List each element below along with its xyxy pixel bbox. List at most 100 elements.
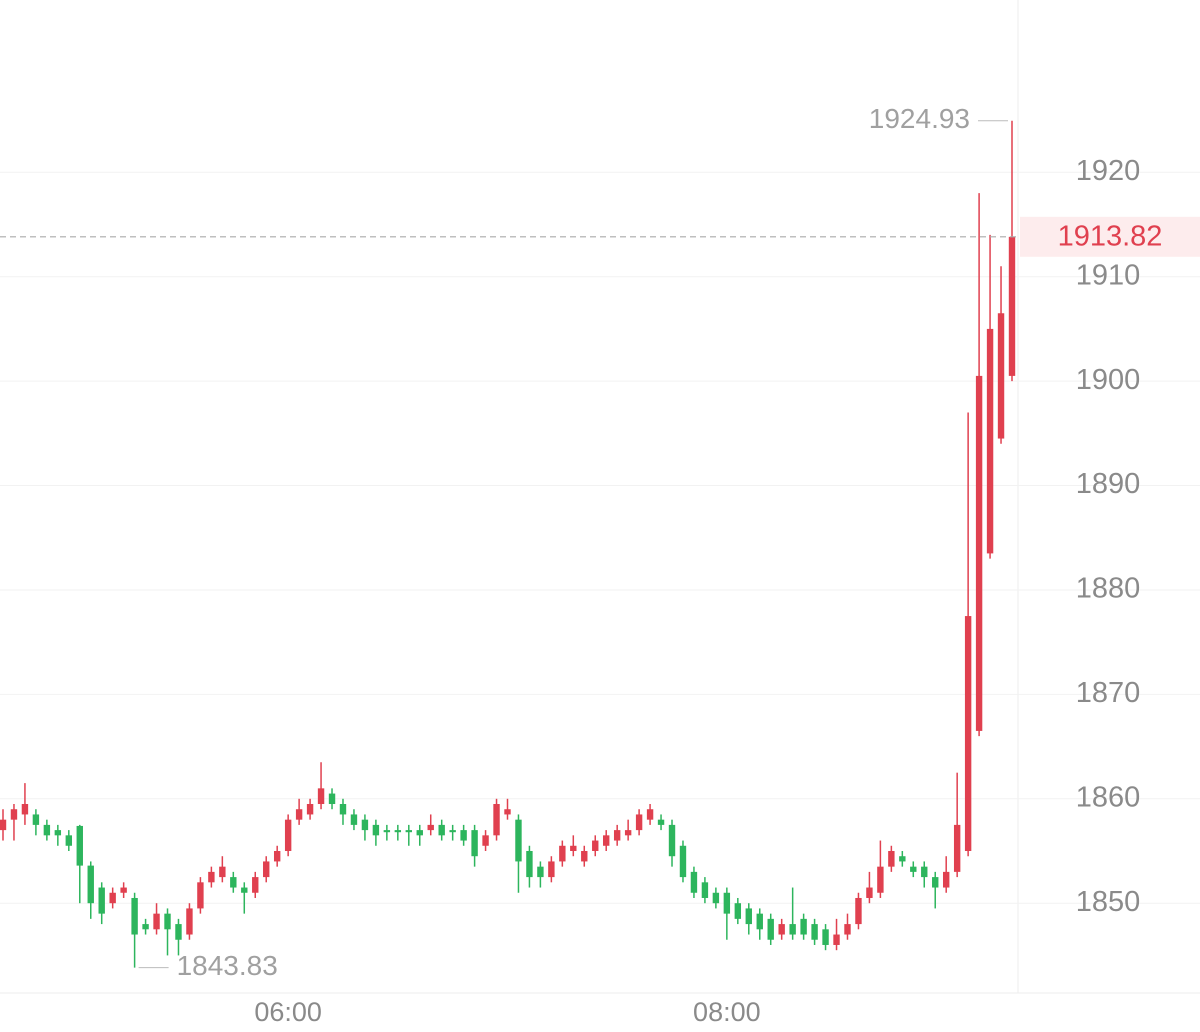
candle-body xyxy=(921,866,928,878)
candle-body xyxy=(164,913,171,930)
candle-body xyxy=(537,866,544,878)
candle-body xyxy=(942,871,950,888)
candle-body xyxy=(745,908,752,925)
max-label: 1924.93 xyxy=(869,103,970,134)
candle-body xyxy=(767,918,774,940)
candle-body xyxy=(581,850,588,862)
candle-body xyxy=(712,892,720,904)
candle-body xyxy=(460,830,467,841)
candle-body xyxy=(482,835,489,846)
candle-body xyxy=(570,845,577,851)
candle-body xyxy=(54,830,62,836)
candle-body xyxy=(800,918,807,935)
candle-body xyxy=(559,845,566,862)
candle-body xyxy=(241,887,248,893)
candle-body xyxy=(394,830,402,833)
candle-body xyxy=(997,313,1005,439)
candle-body xyxy=(635,814,643,831)
candle-body xyxy=(263,861,270,878)
candle-body xyxy=(142,924,149,930)
candle-body xyxy=(910,866,917,872)
candle-body xyxy=(679,845,687,878)
candle-body xyxy=(405,830,412,833)
candle-body xyxy=(350,814,358,825)
candle-body xyxy=(877,866,884,893)
candle-body xyxy=(778,924,785,935)
candle-body xyxy=(953,824,961,872)
candle-body xyxy=(98,887,105,914)
candle-body xyxy=(986,328,994,554)
y-tick-label: 1880 xyxy=(1076,573,1141,605)
candle-body xyxy=(1008,236,1016,376)
candle-body xyxy=(449,830,456,833)
candle-body xyxy=(811,924,818,940)
x-tick-label: 08:00 xyxy=(693,997,761,1027)
candle-body xyxy=(789,924,796,935)
candle-body xyxy=(21,804,29,815)
candle-body xyxy=(153,913,160,930)
candle-body xyxy=(701,882,709,898)
candle-body xyxy=(383,830,391,833)
candle-body xyxy=(613,830,621,841)
candle-body xyxy=(317,788,325,805)
candle-body xyxy=(131,897,138,935)
candle-body xyxy=(197,882,204,909)
candle-body xyxy=(295,809,303,820)
candle-body xyxy=(668,824,676,857)
candle-body xyxy=(866,887,873,898)
candle-body xyxy=(416,830,423,836)
candle-body xyxy=(306,804,314,815)
candle-body xyxy=(43,824,51,836)
candle-body xyxy=(526,850,533,878)
candle-body xyxy=(438,824,445,836)
candle-body xyxy=(657,819,665,825)
candle-body xyxy=(87,865,94,904)
candle-body xyxy=(504,809,511,815)
candle-body xyxy=(0,819,7,831)
candle-body xyxy=(646,809,654,820)
candle-body xyxy=(624,830,632,836)
candle-body xyxy=(76,825,83,866)
candle-body xyxy=(65,835,73,846)
candle-body xyxy=(964,616,972,851)
candle-body xyxy=(109,892,116,904)
last-price-label: 1913.82 xyxy=(1058,220,1163,252)
candle-body xyxy=(372,824,380,836)
y-tick-label: 1890 xyxy=(1076,468,1141,500)
candle-body xyxy=(427,824,434,831)
candle-body xyxy=(603,835,610,846)
candle-body xyxy=(284,819,292,851)
candle-body xyxy=(844,924,851,935)
candle-body xyxy=(855,897,862,925)
candle-body xyxy=(822,929,829,945)
candle-body xyxy=(32,814,40,825)
candle-body xyxy=(493,804,500,836)
y-tick-label: 1870 xyxy=(1076,677,1141,709)
candle-body xyxy=(186,908,193,935)
candle-body xyxy=(10,809,18,820)
candle-body xyxy=(208,871,215,883)
y-tick-label: 1900 xyxy=(1076,364,1141,396)
candle-body xyxy=(328,793,336,805)
candle-body xyxy=(690,871,698,893)
candle-body xyxy=(975,375,983,731)
candle-body xyxy=(756,913,763,930)
candle-body xyxy=(592,840,599,851)
candle-body xyxy=(120,887,127,893)
candle-body xyxy=(515,819,522,862)
candle-body xyxy=(734,903,742,919)
y-tick-label: 1920 xyxy=(1076,155,1141,187)
candle-body xyxy=(273,850,281,862)
candle-body xyxy=(932,877,939,888)
candle-body xyxy=(899,856,906,862)
x-tick-label: 06:00 xyxy=(254,997,322,1027)
y-tick-label: 1850 xyxy=(1076,886,1141,918)
candle-body xyxy=(361,819,369,831)
candle-body xyxy=(252,877,259,893)
y-tick-label: 1860 xyxy=(1076,781,1141,813)
candle-body xyxy=(219,866,226,878)
last-price-tag xyxy=(1020,216,1200,257)
candle-body xyxy=(339,804,347,815)
candle-body xyxy=(471,830,478,857)
